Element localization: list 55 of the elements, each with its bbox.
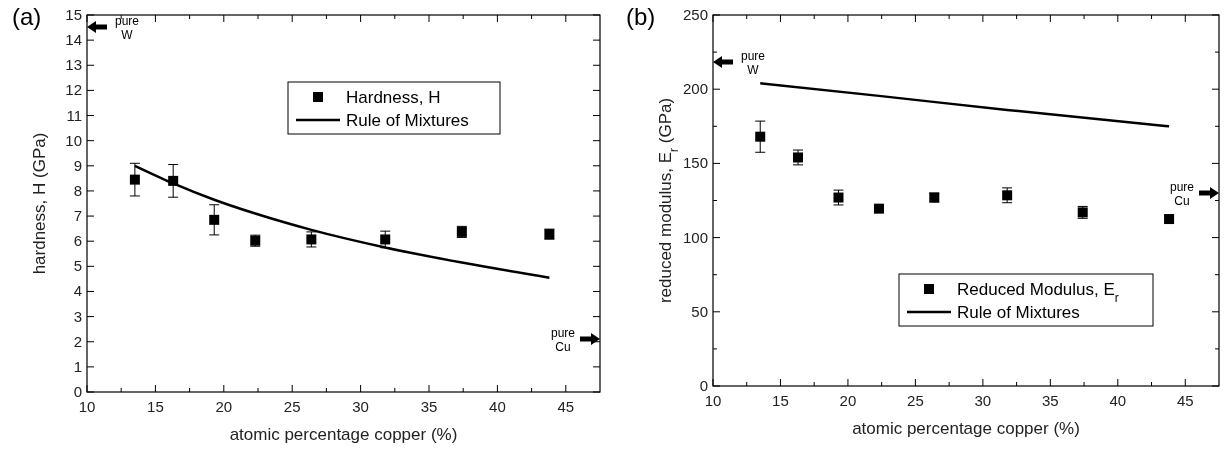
legend-label: Hardness, H bbox=[346, 88, 441, 107]
x-tick-label: 25 bbox=[907, 392, 924, 409]
y-tick-label: 2 bbox=[73, 332, 82, 350]
x-tick-label: 20 bbox=[839, 392, 857, 409]
x-tick-label: 45 bbox=[557, 398, 575, 415]
x-axis-title: atomic percentage copper (%) bbox=[229, 425, 458, 444]
point bbox=[129, 174, 140, 185]
x-tick-label: 10 bbox=[704, 392, 722, 409]
x-tick-label: 35 bbox=[420, 398, 438, 415]
point bbox=[209, 214, 220, 225]
annotation: pure W bbox=[740, 49, 766, 77]
line-series bbox=[133, 164, 551, 279]
x-tick-label: 25 bbox=[283, 398, 301, 415]
y-tick-label: 1 bbox=[73, 357, 82, 375]
point bbox=[755, 131, 766, 142]
y-tick-label: 50 bbox=[691, 302, 708, 320]
text: (a) bbox=[12, 3, 42, 30]
y-tick-label: 5 bbox=[73, 257, 82, 275]
y-tick-label: 7 bbox=[73, 207, 82, 225]
y-tick-label: 0 bbox=[699, 377, 708, 394]
x-tick-label: 35 bbox=[1041, 392, 1059, 409]
y-axis-title: hardness, H (GPa) bbox=[30, 132, 49, 275]
y-tick-label: 11 bbox=[66, 106, 82, 124]
y-tick-label: 13 bbox=[65, 56, 82, 74]
x-tick-label: 30 bbox=[352, 398, 369, 415]
annotation: pure W bbox=[114, 14, 140, 42]
legend-label: Rule of Mixtures bbox=[957, 303, 1080, 322]
y-tick-label: 10 bbox=[65, 131, 82, 149]
y-tick-label: 3 bbox=[73, 307, 82, 325]
x-tick-label: 30 bbox=[974, 392, 992, 409]
x-tick-label: 40 bbox=[489, 398, 506, 415]
annotation: pure Cu bbox=[1169, 180, 1195, 208]
y-tick-label: 9 bbox=[73, 156, 82, 174]
y-tick-label: 14 bbox=[65, 31, 82, 49]
x-tick-label: 45 bbox=[1176, 392, 1194, 409]
y-tick-label: 8 bbox=[73, 181, 82, 199]
line-series bbox=[758, 82, 1171, 128]
x-tick-label: 40 bbox=[1109, 392, 1127, 409]
y-tick-label: 150 bbox=[682, 154, 708, 172]
y-tick-label: 12 bbox=[65, 81, 82, 99]
x-tick-label: 15 bbox=[147, 398, 164, 415]
legend-label: Reduced Modulus, E$_{r}$ bbox=[957, 280, 1119, 305]
y-tick-label: 250 bbox=[682, 6, 708, 23]
y-tick-label: 200 bbox=[682, 80, 708, 98]
annotation: pure Cu bbox=[550, 326, 576, 354]
x-axis-title: atomic percentage copper (%) bbox=[852, 419, 1080, 438]
text: (b) bbox=[626, 3, 656, 30]
legend-label: Rule of Mixtures bbox=[346, 111, 469, 130]
y-tick-label: 0 bbox=[73, 383, 82, 400]
y-tick-label: 100 bbox=[682, 228, 708, 246]
x-tick-label: 15 bbox=[772, 392, 789, 409]
y-tick-label: 4 bbox=[73, 282, 82, 300]
y-tick-label: 15 bbox=[65, 6, 82, 23]
y-tick-label: 6 bbox=[73, 232, 82, 250]
x-tick-label: 20 bbox=[215, 398, 233, 415]
